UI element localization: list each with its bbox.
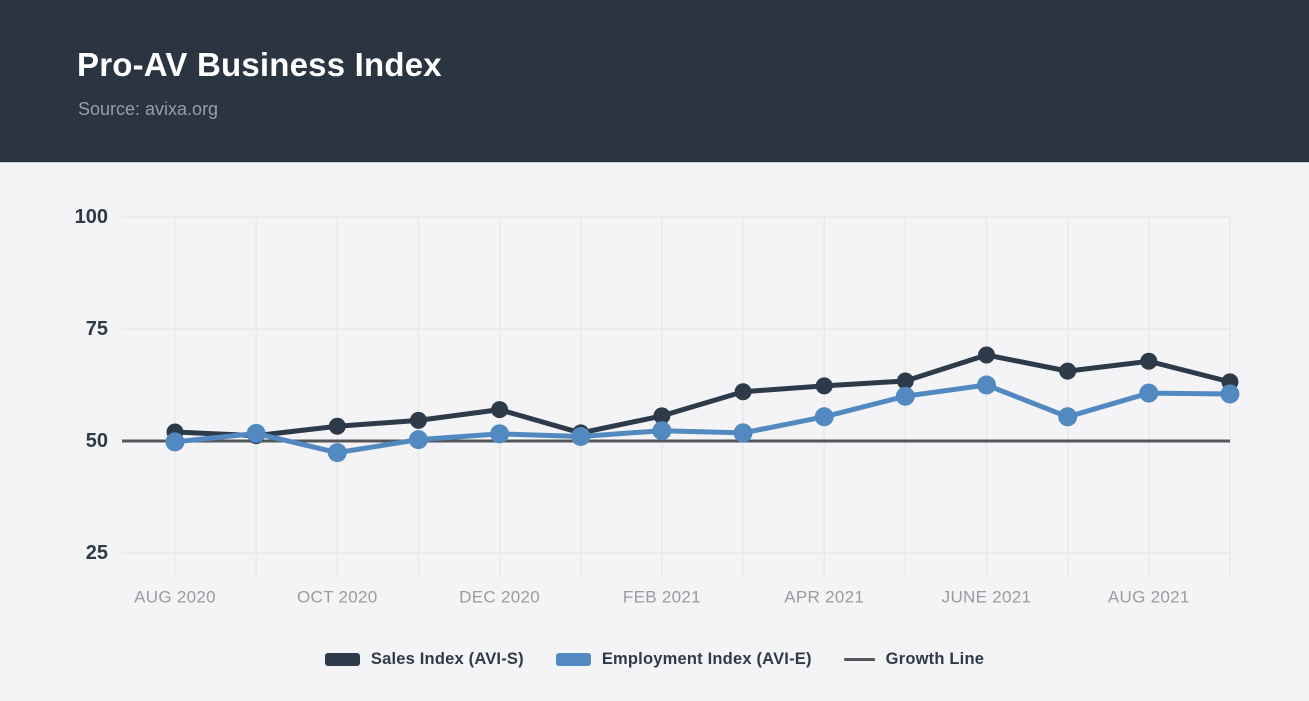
legend-label-sales: Sales Index (AVI-S)	[370, 649, 524, 668]
legend-item-employment: Employment Index (AVI-E)	[555, 649, 812, 669]
sales-point	[409, 411, 427, 429]
x-tick-label: JUNE 2021	[942, 588, 1032, 607]
employment-point	[1220, 384, 1240, 404]
page-title: Pro-AV Business Index	[77, 46, 442, 83]
business-index-chart: 25 50 75 100 AUG 2020 OCT 2020 DEC 2020 FEB 202…	[0, 163, 1309, 701]
x-tick-label: AUG 2021	[1108, 588, 1190, 607]
sales-point	[815, 377, 833, 395]
employment-point	[327, 443, 347, 463]
legend-label-employment: Employment Index (AVI-E)	[601, 649, 812, 668]
employment-point	[895, 386, 915, 406]
legend-item-sales: Sales Index (AVI-S)	[324, 649, 524, 669]
header: Pro-AV Business Index Source: avixa.org	[0, 0, 1309, 163]
source-text: Source: avixa.org	[78, 99, 219, 119]
sales-point	[653, 407, 671, 425]
x-tick-label: APR 2021	[784, 588, 864, 607]
employment-series-swatch	[555, 652, 591, 666]
employment-point	[733, 423, 753, 443]
y-tick-label: 100	[75, 206, 108, 228]
employment-point	[571, 427, 591, 447]
x-tick-label: OCT 2020	[297, 588, 378, 607]
employment-point	[814, 407, 834, 427]
y-tick-label: 50	[86, 430, 108, 452]
sales-line	[172, 352, 1233, 439]
employment-line	[172, 382, 1233, 456]
employment-point	[652, 421, 672, 441]
sales-point	[491, 401, 509, 419]
x-tick-label: DEC 2020	[459, 588, 540, 607]
employment-point	[1058, 407, 1078, 427]
legend-item-growth: Growth Line	[843, 649, 985, 669]
legend-label-growth: Growth Line	[885, 649, 985, 668]
sales-point	[978, 346, 995, 364]
x-tick-label: AUG 2020	[134, 588, 216, 607]
x-tick-label: FEB 2021	[623, 588, 701, 607]
growth-line-swatch	[843, 657, 875, 661]
sales-point	[328, 417, 346, 435]
chart-legend: Sales Index (AVI-S) Employment Index (AV…	[0, 645, 1309, 673]
employment-point	[165, 432, 185, 452]
employment-point	[408, 430, 428, 450]
sales-point	[1140, 352, 1158, 370]
employment-point	[246, 423, 266, 443]
y-tick-label: 75	[86, 318, 108, 340]
employment-point	[1139, 383, 1159, 403]
employment-point	[490, 424, 510, 444]
sales-point	[896, 372, 914, 390]
chart-canvas: 25 50 75 100 AUG 2020 OCT 2020 DEC 2020 FEB 202…	[75, 206, 1240, 607]
sales-point	[734, 383, 752, 401]
employment-point	[977, 375, 996, 395]
y-tick-label: 25	[86, 542, 108, 564]
sales-series-swatch	[324, 652, 360, 666]
sales-point	[1059, 362, 1077, 380]
